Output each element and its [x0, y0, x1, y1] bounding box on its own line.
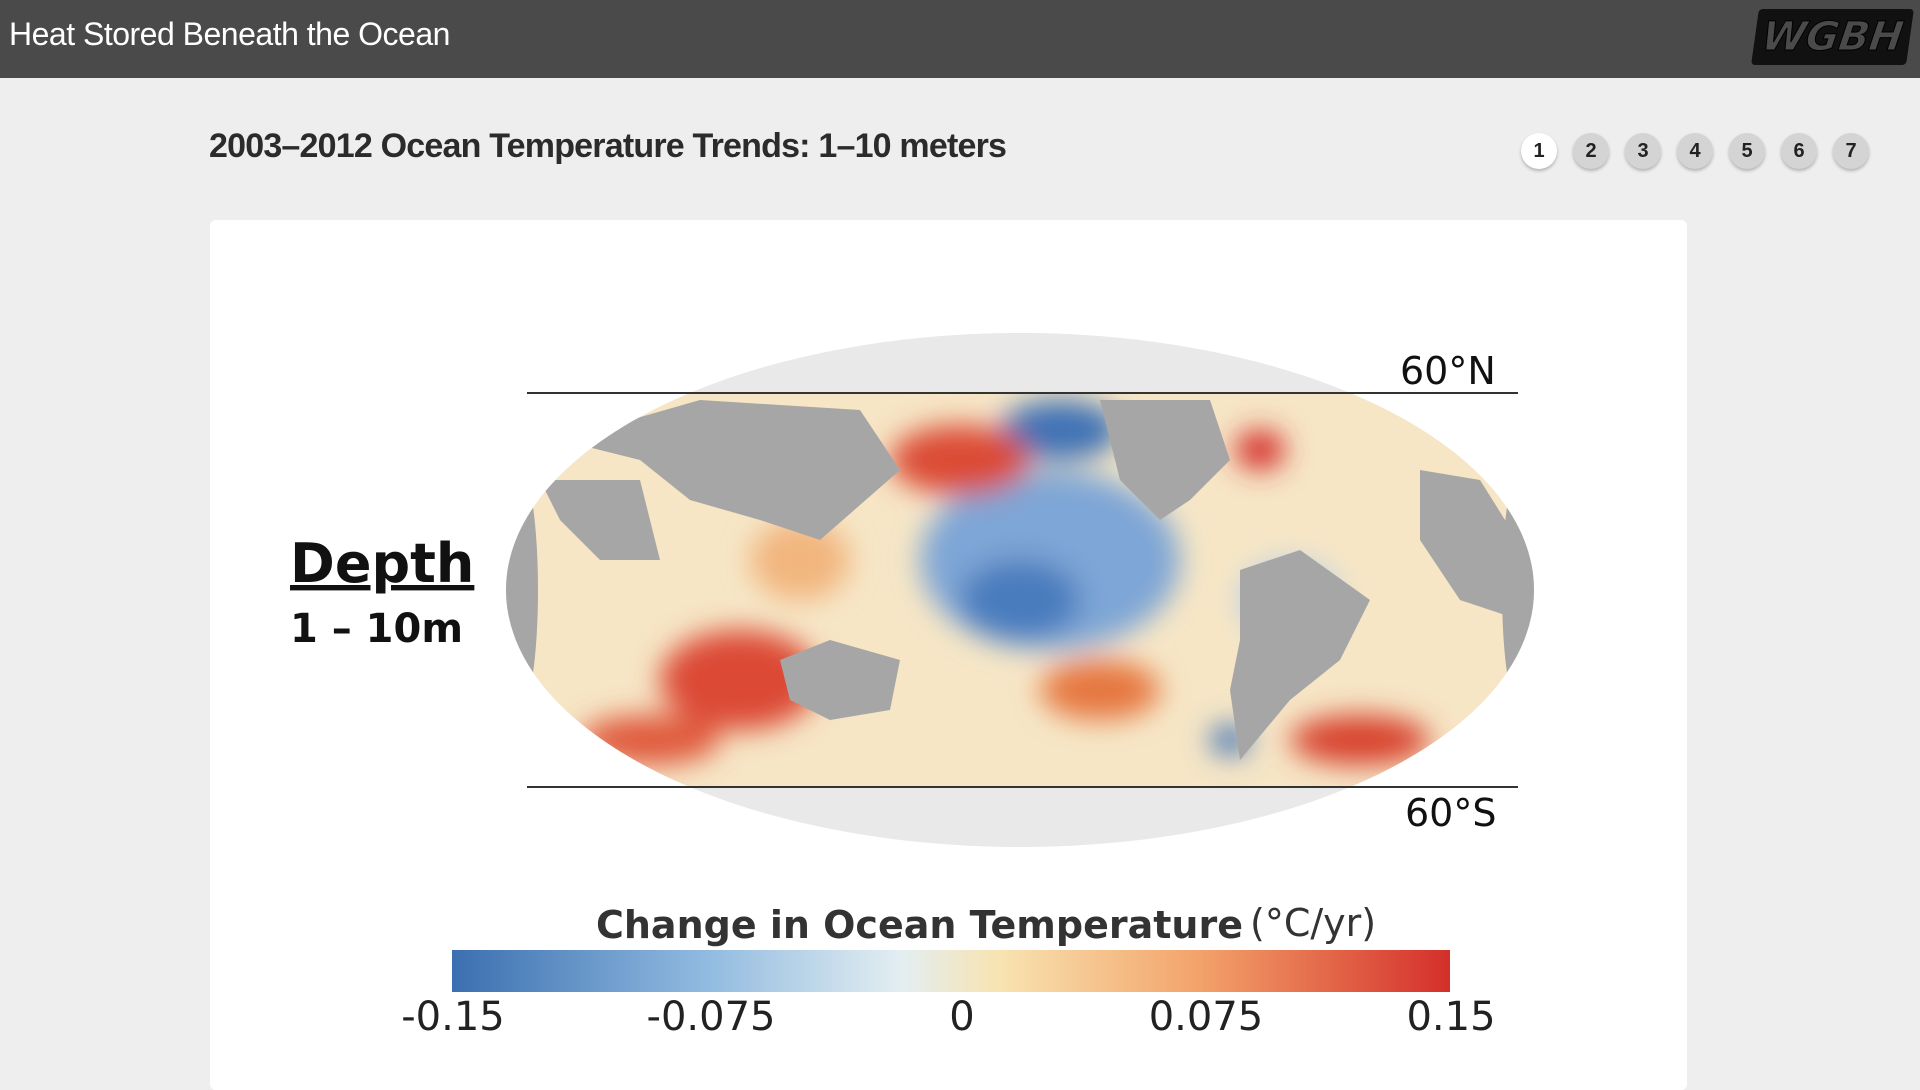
depth-range: 1 – 10m	[290, 606, 463, 652]
colorbar-tick-label: -0.075	[647, 994, 776, 1040]
latitude-label: 60°N	[1400, 349, 1496, 393]
colorbar-tick-label: 0	[949, 994, 974, 1040]
page-button[interactable]: 7	[1833, 133, 1869, 169]
page-button[interactable]: 6	[1781, 133, 1817, 169]
slide-heading: 2003–2012 Ocean Temperature Trends: 1–10…	[209, 127, 1007, 165]
page-button[interactable]: 4	[1677, 133, 1713, 169]
page-button[interactable]: 1	[1521, 133, 1557, 169]
app-title: Heat Stored Beneath the Ocean	[9, 16, 450, 52]
page-button[interactable]: 5	[1729, 133, 1765, 169]
header: Heat Stored Beneath the Ocean WGBH	[0, 0, 1920, 78]
world-map: 60°N 60°S	[506, 333, 1534, 847]
latitude-label: 60°S	[1405, 791, 1496, 835]
legend-title: Change in Ocean Temperature	[596, 903, 1243, 947]
colorbar-tick-label: -0.15	[401, 994, 505, 1040]
page-button[interactable]: 3	[1625, 133, 1661, 169]
colorbar	[452, 950, 1450, 992]
page-button[interactable]: 2	[1573, 133, 1609, 169]
depth-title: Depth	[290, 532, 474, 595]
colorbar-tick-label: 0.15	[1406, 994, 1495, 1040]
colorbar-tick-label: 0.075	[1149, 994, 1264, 1040]
legend-unit: (°C/yr)	[1250, 901, 1376, 945]
